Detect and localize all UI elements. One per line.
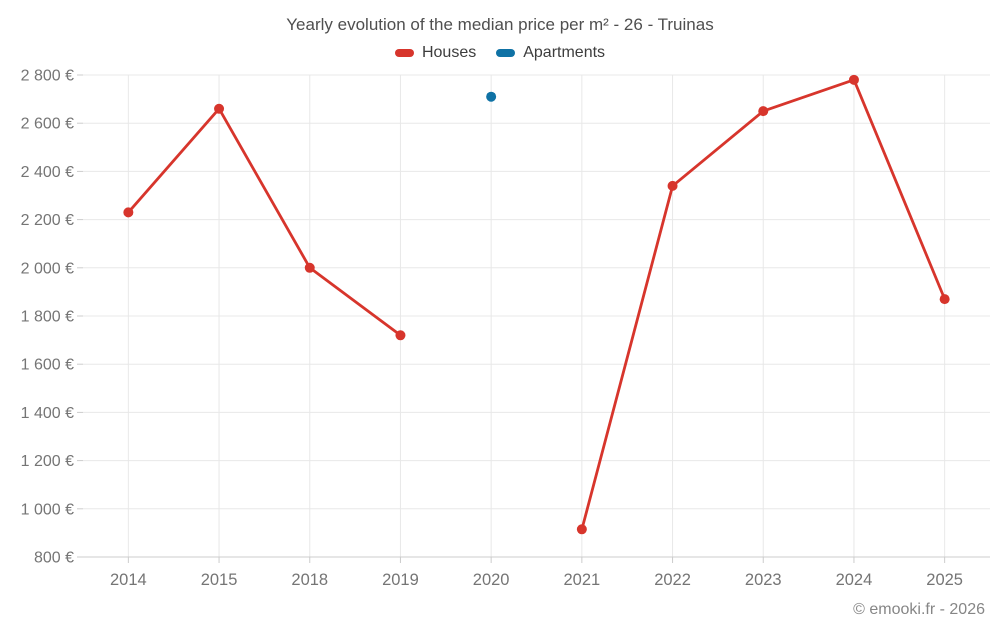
y-tick-label: 2 200 €	[21, 212, 74, 229]
y-tick-label: 1 400 €	[21, 405, 74, 422]
y-tick-label: 2 800 €	[21, 68, 74, 85]
x-tick-label: 2014	[110, 571, 147, 589]
x-tick-label: 2024	[836, 571, 873, 589]
chart-title: Yearly evolution of the median price per…	[286, 15, 714, 34]
houses-data-point[interactable]	[939, 294, 950, 305]
houses-data-point[interactable]	[304, 262, 315, 273]
x-tick-label: 2019	[382, 571, 419, 589]
x-tick-label: 2015	[201, 571, 238, 589]
x-tick-label: 2022	[654, 571, 691, 589]
y-tick-label: 800 €	[34, 550, 74, 567]
copyright-text: © emooki.fr - 2026	[853, 601, 985, 618]
houses-data-point[interactable]	[758, 106, 769, 117]
houses-swatch-icon	[394, 49, 414, 57]
houses-data-point[interactable]	[667, 180, 678, 191]
x-tick-label: 2020	[473, 571, 510, 589]
y-tick-label: 2 000 €	[21, 260, 74, 277]
y-tick-label: 1 200 €	[21, 453, 74, 470]
y-tick-label: 1 800 €	[21, 309, 74, 326]
houses-data-point[interactable]	[848, 74, 859, 85]
houses-line	[126, 78, 947, 531]
legend-label-houses: Houses	[421, 44, 477, 61]
legend: Houses Apartments	[0, 44, 1000, 62]
legend-item-apartments[interactable]: Apartments	[496, 44, 605, 62]
apartments-data-point[interactable]	[486, 91, 497, 102]
y-tick-label: 2 400 €	[21, 164, 74, 181]
legend-item-houses[interactable]: Houses	[394, 44, 477, 62]
x-tick-label: 2025	[926, 571, 963, 589]
houses-data-point[interactable]	[123, 207, 134, 218]
legend-label-apartments: Apartments	[523, 44, 606, 61]
y-tick-label: 1 600 €	[21, 357, 74, 374]
y-tick-label: 2 600 €	[21, 116, 74, 133]
x-tick-label: 2018	[291, 571, 328, 589]
x-tick-label: 2023	[745, 571, 782, 589]
x-tick-label: 2021	[563, 571, 600, 589]
apartments-swatch-icon	[496, 49, 516, 57]
houses-data-point[interactable]	[395, 330, 406, 341]
y-tick-label: 1 000 €	[21, 501, 74, 518]
houses-data-point[interactable]	[214, 103, 225, 114]
houses-data-point[interactable]	[576, 524, 587, 535]
